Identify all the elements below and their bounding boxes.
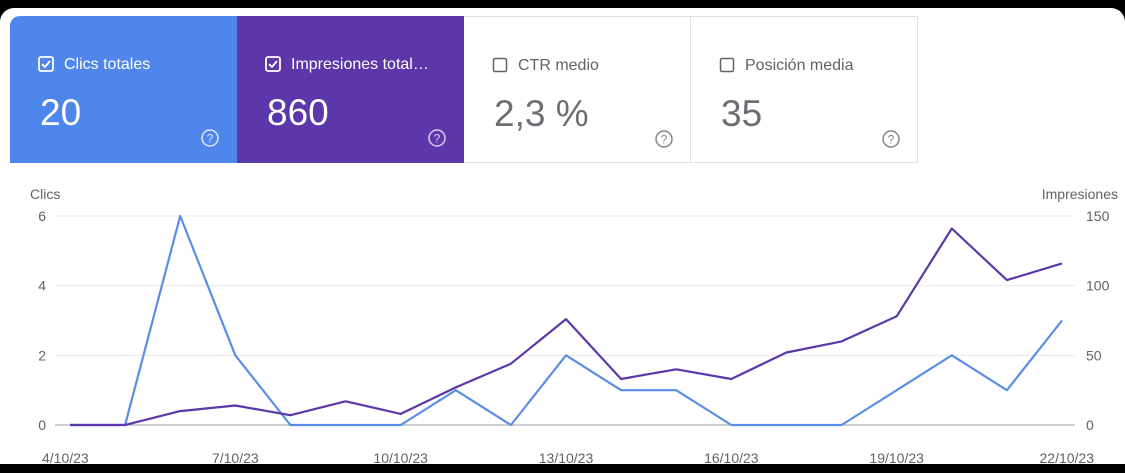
right-tick-label: 150	[1086, 208, 1110, 224]
card-label: Impresiones total…	[291, 56, 429, 73]
x-tick-label: 7/10/23	[212, 450, 259, 464]
right-tick-label: 50	[1086, 347, 1102, 363]
card-label: Posición media	[745, 57, 854, 74]
right-tick-label: 100	[1086, 278, 1110, 294]
right-axis-ticks: 0 50 100 150	[1086, 208, 1110, 433]
help-circle-icon[interactable]: ?	[881, 129, 901, 149]
x-tick-label: 22/10/23	[1040, 450, 1095, 464]
svg-text:?: ?	[207, 132, 214, 146]
performance-chart: Clics Impresiones 0 2 4 6 0 50 100 150 4/10/23…	[30, 186, 1118, 464]
x-axis-ticks: 4/10/23 7/10/23 10/10/23 13/10/23 16/10/23 19…	[42, 450, 1094, 464]
performance-panel: Clics totales 20 ? Impresiones total… 86…	[0, 8, 1125, 464]
x-tick-label: 16/10/23	[704, 450, 759, 464]
total-clicks-card[interactable]: Clics totales 20 ?	[10, 16, 237, 163]
checkbox-icon[interactable]	[265, 56, 281, 72]
left-axis-title: Clics	[30, 186, 60, 202]
total-impressions-card[interactable]: Impresiones total… 860 ?	[237, 16, 464, 163]
x-tick-label: 19/10/23	[869, 450, 924, 464]
series-line-impresiones	[70, 227, 1063, 427]
help-circle-icon[interactable]: ?	[654, 129, 674, 149]
x-tick-label: 10/10/23	[373, 450, 428, 464]
card-value: 35	[721, 93, 763, 134]
help-circle-icon[interactable]: ?	[427, 128, 447, 148]
card-label: Clics totales	[64, 56, 151, 73]
svg-text:?: ?	[888, 133, 895, 147]
average-position-card[interactable]: Posición media 35 ?	[691, 16, 918, 163]
checkbox-icon[interactable]	[38, 56, 54, 72]
average-ctr-card[interactable]: CTR medio 2,3 % ?	[464, 16, 691, 163]
left-tick-label: 0	[38, 417, 46, 433]
left-tick-label: 6	[38, 208, 46, 224]
svg-text:?: ?	[661, 133, 668, 147]
card-value: 20	[40, 92, 82, 133]
series-lines	[70, 214, 1063, 427]
checkbox-icon[interactable]	[492, 57, 508, 73]
help-circle-icon[interactable]: ?	[200, 128, 220, 148]
x-tick-label: 4/10/23	[42, 450, 89, 464]
right-tick-label: 0	[1086, 417, 1094, 433]
left-tick-label: 4	[38, 278, 46, 294]
card-label: CTR medio	[518, 57, 599, 74]
x-tick-label: 13/10/23	[539, 450, 594, 464]
right-axis-title: Impresiones	[1042, 186, 1118, 202]
card-value: 2,3 %	[494, 93, 589, 134]
svg-text:?: ?	[434, 132, 441, 146]
left-tick-label: 2	[38, 347, 46, 363]
series-line-clics	[70, 214, 1063, 427]
checkbox-icon[interactable]	[719, 57, 735, 73]
metric-cards: Clics totales 20 ? Impresiones total… 86…	[10, 16, 918, 163]
left-axis-ticks: 0 2 4 6	[38, 208, 46, 433]
card-value: 860	[267, 92, 329, 133]
